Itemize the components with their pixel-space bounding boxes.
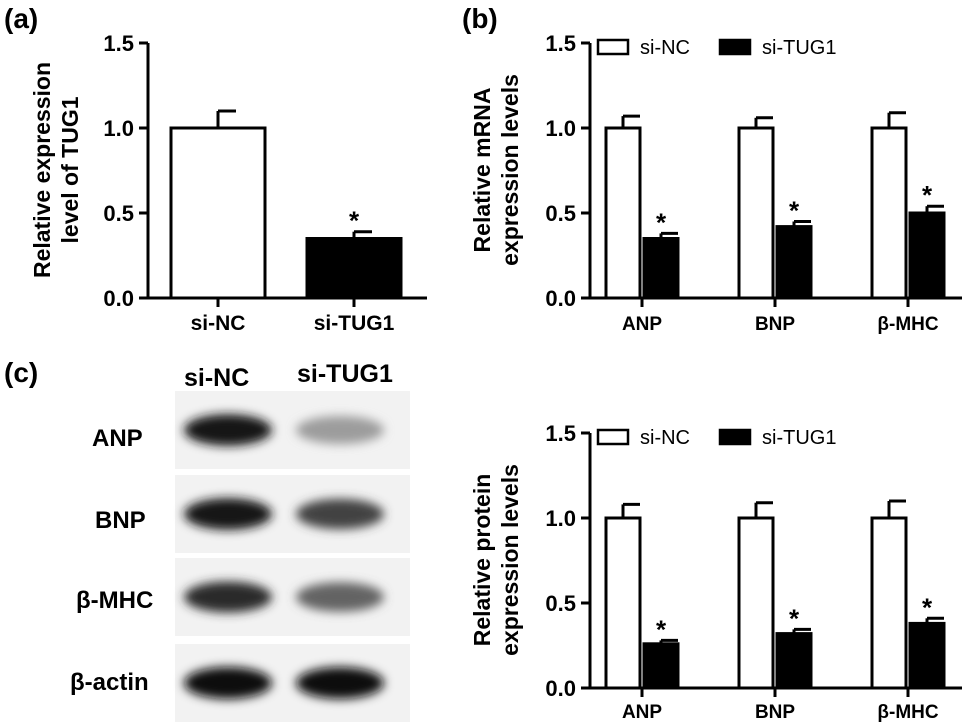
x-tick-label: ANP bbox=[622, 702, 662, 723]
blot-band bbox=[184, 498, 272, 530]
x-tick-label: BNP bbox=[755, 702, 795, 723]
y-tick-label: 0.5 bbox=[545, 201, 576, 226]
y-tick-label: 1.0 bbox=[545, 116, 576, 141]
y-tick-label: 1.5 bbox=[545, 31, 576, 56]
panel-label-c: (c) bbox=[4, 357, 38, 388]
x-tick-label: si-NC bbox=[191, 312, 246, 335]
bar-si-nc bbox=[870, 516, 908, 690]
blot-header-si-nc: si-NC bbox=[184, 364, 249, 392]
y-tick-label: 0.0 bbox=[545, 286, 576, 311]
blot-row-label-b-mhc: β-MHC bbox=[76, 587, 153, 614]
legend-swatch bbox=[596, 38, 630, 56]
x-tick-label: β-MHC bbox=[877, 702, 938, 723]
y-axis-title: Relative mRNAexpression levels bbox=[469, 74, 523, 266]
bar bbox=[305, 237, 403, 300]
significance-star: * bbox=[789, 196, 800, 226]
blot-band bbox=[184, 581, 272, 613]
panel-label-a: (a) bbox=[4, 3, 38, 34]
x-tick-label: si-TUG1 bbox=[314, 312, 395, 335]
chart-b: 0.0 0.5 1.0 1.5 Relative mRNAexpression leve… bbox=[469, 31, 962, 335]
blot-row-label-bnp: BNP bbox=[95, 507, 146, 534]
y-tick-label: 1.5 bbox=[545, 421, 576, 446]
legend-swatch bbox=[596, 428, 630, 446]
blot-band bbox=[296, 498, 384, 530]
legend-label: si-NC bbox=[640, 37, 690, 59]
bar-si-nc bbox=[737, 126, 775, 300]
blot-band bbox=[296, 415, 384, 445]
legend-swatch bbox=[718, 428, 752, 446]
western-blot: si-NC si-TUG1 ANP BNP β-MHC β-actin bbox=[70, 360, 410, 722]
bar-si-nc bbox=[870, 126, 908, 300]
significance-star: * bbox=[656, 207, 667, 237]
y-tick-label: 0.5 bbox=[103, 201, 134, 226]
y-tick-label: 1.5 bbox=[103, 31, 134, 56]
bar bbox=[169, 126, 267, 300]
legend-label: si-TUG1 bbox=[762, 37, 836, 59]
legend-swatch bbox=[718, 38, 752, 56]
panel-label-b: (b) bbox=[462, 3, 498, 34]
blot-row-label-b-actin: β-actin bbox=[70, 669, 149, 696]
x-tick-label: BNP bbox=[755, 314, 795, 335]
chart-a: 0.0 0.5 1.0 1.5 Relative expressionlevel of … bbox=[29, 31, 427, 335]
bar-si-tug1 bbox=[642, 642, 680, 690]
bar-si-tug1 bbox=[775, 225, 813, 300]
bar-si-nc bbox=[604, 126, 642, 300]
significance-star: * bbox=[656, 614, 667, 644]
bar-si-tug1 bbox=[908, 211, 946, 300]
y-tick-label: 0.5 bbox=[545, 591, 576, 616]
y-tick-label: 1.0 bbox=[103, 116, 134, 141]
legend-label: si-NC bbox=[640, 427, 690, 449]
bar-si-nc bbox=[737, 516, 775, 690]
y-tick-label: 0.0 bbox=[103, 286, 134, 311]
y-tick-label: 0.0 bbox=[545, 676, 576, 701]
blot-header-si-tug1: si-TUG1 bbox=[297, 360, 393, 388]
chart-c: 0.0 0.5 1.0 1.5 Relative proteinexpression l… bbox=[469, 421, 962, 723]
significance-star: * bbox=[922, 592, 933, 622]
significance-star: * bbox=[349, 206, 360, 236]
x-tick-label: β-MHC bbox=[877, 314, 938, 335]
significance-star: * bbox=[922, 180, 933, 210]
blot-band bbox=[184, 414, 272, 446]
y-axis-title: Relative proteinexpression levels bbox=[469, 464, 523, 656]
legend-label: si-TUG1 bbox=[762, 427, 836, 449]
bar-si-tug1 bbox=[642, 237, 680, 300]
blot-band bbox=[296, 667, 384, 699]
bar-si-tug1 bbox=[775, 632, 813, 690]
blot-row-label-anp: ANP bbox=[92, 425, 143, 452]
bar-si-tug1 bbox=[908, 621, 946, 690]
blot-band bbox=[184, 667, 272, 699]
blot-band bbox=[296, 582, 384, 612]
y-tick-label: 1.0 bbox=[545, 506, 576, 531]
x-tick-label: ANP bbox=[622, 314, 662, 335]
significance-star: * bbox=[789, 603, 800, 633]
y-axis-title: Relative expressionlevel of TUG1 bbox=[29, 62, 83, 278]
bar-si-nc bbox=[604, 516, 642, 690]
